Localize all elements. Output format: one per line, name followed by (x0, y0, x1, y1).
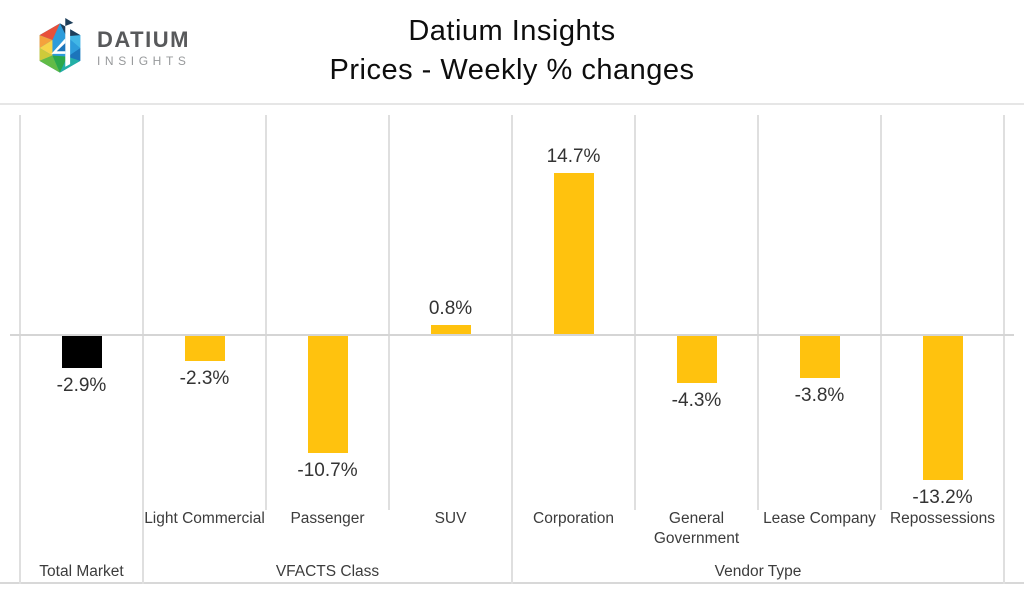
category-gridline (388, 115, 390, 501)
chart-title-line2: Prices - Weekly % changes (329, 54, 695, 86)
category-label-light-commercial: Light Commercial (144, 510, 265, 527)
category-tick (388, 501, 390, 510)
datium-logo: DATIUM INSIGHTS (34, 18, 190, 78)
category-gridline (757, 115, 759, 501)
bar-lease-company (799, 336, 840, 378)
bar-corporation (553, 173, 594, 334)
data-label-total-market: -2.9% (56, 375, 107, 396)
chart-title: Datium Insights Prices - Weekly % change… (0, 12, 1024, 90)
category-label-general-government: General Government (653, 510, 740, 547)
category-tick (265, 501, 267, 510)
bar-suv (430, 325, 471, 334)
chart-top-border (0, 103, 1024, 105)
category-gridline (265, 115, 267, 501)
data-label-passenger: -10.7% (297, 460, 358, 481)
data-label-suv: 0.8% (428, 298, 473, 319)
group-label-vfacts-class: VFACTS Class (275, 563, 380, 580)
category-label-lease-company: Lease Company (763, 510, 876, 527)
category-label-corporation: Corporation (533, 510, 614, 527)
category-label-repossessions: Repossessions (889, 510, 996, 527)
category-label-suv: SUV (434, 510, 467, 527)
bar-total-market (61, 336, 102, 368)
category-tick (634, 501, 636, 510)
category-gridline (1003, 115, 1005, 501)
bar-passenger (307, 336, 348, 453)
zero-axis-line (10, 334, 1014, 336)
category-label-passenger: Passenger (290, 510, 365, 527)
logo-sub-text: INSIGHTS (97, 53, 191, 68)
group-divider (142, 501, 144, 584)
data-label-corporation: 14.7% (546, 146, 601, 167)
bar-light-commercial (184, 336, 225, 361)
group-divider (511, 501, 513, 584)
category-gridline (142, 115, 144, 501)
chart-title-line1: Datium Insights (408, 15, 616, 47)
category-tick (757, 501, 759, 510)
group-divider (19, 501, 21, 584)
bar-general-government (676, 336, 717, 383)
datium-hexagon-logo-icon (39, 18, 81, 73)
data-label-light-commercial: -2.3% (179, 368, 230, 389)
data-label-repossessions: -13.2% (912, 487, 973, 508)
logo-wordmark: DATIUM INSIGHTS (97, 26, 191, 69)
data-label-general-government: -4.3% (671, 390, 722, 411)
category-gridline (511, 115, 513, 501)
group-divider (1003, 501, 1005, 584)
category-gridline (880, 115, 882, 501)
category-tick (880, 501, 882, 510)
category-gridline (19, 115, 21, 501)
group-label-total-market: Total Market (39, 563, 124, 580)
data-label-lease-company: -3.8% (794, 385, 845, 406)
logo-brand-text: DATIUM (97, 26, 190, 52)
group-label-vendor-type: Vendor Type (714, 563, 802, 580)
category-gridline (634, 115, 636, 501)
bar-repossessions (922, 336, 963, 480)
